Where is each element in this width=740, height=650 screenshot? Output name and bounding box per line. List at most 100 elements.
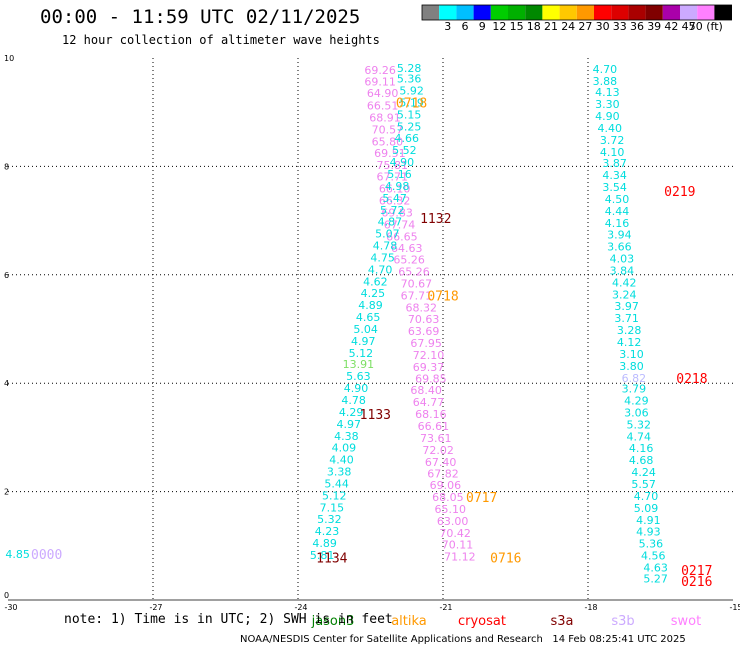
data-point-label: 70.57 — [372, 124, 404, 137]
data-point-label: 4.42 — [612, 276, 637, 289]
data-point-label: 5.04 — [353, 323, 378, 336]
x-tick-label: -27 — [149, 603, 162, 612]
colorbar-swatch — [576, 5, 594, 20]
data-point-label: 4.78 — [341, 394, 366, 407]
colorbar-label: 70 (ft) — [689, 20, 723, 33]
colorbar-swatch — [473, 5, 491, 20]
data-point-label: 4.90 — [390, 156, 415, 169]
colorbar-swatch — [490, 5, 508, 20]
pass-time-label: 1134 — [316, 552, 347, 567]
y-tick-label: 10 — [4, 54, 14, 63]
footer-text: NOAA/NESDIS Center for Satellite Applica… — [240, 634, 686, 645]
data-point-label: 5.52 — [392, 144, 417, 157]
data-point-label: 72.02 — [422, 444, 454, 457]
data-point-label: 3.38 — [327, 466, 352, 479]
data-point-label: 67.71 — [401, 289, 433, 302]
data-point-label: 4.89 — [312, 537, 337, 550]
colorbar-swatch — [662, 5, 680, 20]
colorbar-label: 6 — [462, 20, 469, 33]
data-point-label: 3.88 — [593, 75, 618, 88]
data-point-label: 65.26 — [393, 254, 425, 267]
data-point-label: 70.67 — [401, 277, 433, 290]
pass-times: 0718 1132 0718 1133 0717 1134 0716 0219 0218 0217… — [31, 96, 712, 590]
y-tick-label: 2 — [4, 488, 9, 497]
data-point-label: 5.92 — [399, 85, 424, 98]
colorbar-label: 21 — [544, 20, 558, 33]
colorbar-label: 3 — [444, 20, 451, 33]
data-point-label: 4.78 — [373, 240, 398, 253]
data-point-label: 73.61 — [420, 432, 452, 445]
data-point-label: 4.90 — [344, 382, 369, 395]
axes: -30 -27 -24 -21 -18 -15 0 2 4 6 8 10 — [4, 54, 740, 612]
data-point-label: 67.71 — [377, 171, 409, 184]
data-point-label: 70.63 — [408, 313, 440, 326]
pass-time-label: 1133 — [360, 408, 391, 423]
colorbar-label: 15 — [510, 20, 524, 33]
data-point-label: 5.63 — [346, 370, 371, 383]
data-point-label: 4.85 — [5, 548, 30, 561]
colorbar-swatch — [594, 5, 612, 20]
data-point-label: 75.81 — [377, 159, 409, 172]
colorbar-label: 27 — [578, 20, 592, 33]
data-point-label: 5.36 — [639, 538, 664, 551]
data-point-label: 3.94 — [607, 229, 632, 242]
data-point-label: 4.38 — [334, 430, 359, 443]
data-point-label: 5.81 — [310, 549, 335, 562]
data-point-label: 3.80 — [619, 360, 644, 373]
data-point-label: 4.97 — [337, 418, 362, 431]
data-point-label: 7.15 — [320, 501, 345, 514]
colorbar-swatch — [714, 5, 732, 20]
data-point-label: 63.69 — [408, 325, 440, 338]
data-point-label: 4.70 — [634, 490, 659, 503]
chart-subtitle: 12 hour collection of altimeter wave hei… — [62, 33, 380, 47]
colorbar-label: 30 — [596, 20, 610, 33]
data-point-label: 6.82 — [622, 372, 647, 385]
data-point-label: 66.61 — [418, 420, 450, 433]
data-point-label: 13.91 — [343, 358, 375, 371]
data-point-label: 69.85 — [415, 372, 447, 385]
data-point-label: 5.16 — [387, 168, 412, 181]
data-point-label: 4.62 — [363, 275, 388, 288]
data-point-label: 69.51 — [374, 147, 406, 160]
data-point-label: 69.11 — [364, 75, 396, 88]
pass-time-label: 0218 — [676, 372, 707, 387]
data-point-label: 5.72 — [380, 204, 405, 217]
colorbar-swatch — [645, 5, 663, 20]
data-point-label: 5.32 — [317, 513, 342, 526]
data-point-label: 3.87 — [602, 157, 627, 170]
y-tick-label: 6 — [4, 271, 9, 280]
colorbar-label: 42 — [664, 20, 678, 33]
satellite-legend-item: swot — [671, 614, 701, 629]
satellite-legend: jason3 altika cryosat s3a s3b swot — [311, 614, 702, 629]
x-tick-label: -24 — [294, 603, 307, 612]
data-point-label: 5.25 — [397, 120, 422, 133]
data-point-label: 5.07 — [375, 228, 400, 241]
data-point-label: 66.10 — [379, 183, 411, 196]
data-point-label: 4.87 — [378, 216, 403, 229]
colorbar-label: 39 — [647, 20, 661, 33]
data-point-label: 3.71 — [614, 312, 639, 325]
data-point-label: 4.75 — [370, 251, 395, 264]
data-point-label: 70.42 — [439, 527, 471, 540]
satellite-legend-item: jason3 — [311, 614, 355, 629]
data-point-label: 3.97 — [614, 300, 639, 313]
data-point-label: 69.37 — [413, 361, 445, 374]
data-point-label: 66.51 — [367, 100, 399, 113]
data-point-label: 5.09 — [634, 502, 659, 515]
data-point-label: 5.12 — [322, 489, 347, 502]
colorbar-swatch — [525, 5, 543, 20]
data-point-label: 4.63 — [643, 561, 668, 574]
colorbar-swatch — [680, 5, 698, 20]
x-tick-label: -18 — [584, 603, 597, 612]
colorbar-swatch — [559, 5, 577, 20]
data-point-label: 4.68 — [629, 454, 654, 467]
data-point-label: 4.16 — [629, 442, 654, 455]
data-point-label: 4.70 — [368, 263, 393, 276]
pass-time-label: 0219 — [664, 185, 695, 200]
satellite-legend-item: s3a — [550, 614, 573, 629]
pass-time-label: 0000 — [31, 548, 62, 563]
data-point-label: 67.40 — [425, 456, 457, 469]
data-point-label: 4.50 — [605, 193, 630, 206]
data-point-label: 5.57 — [631, 478, 656, 491]
